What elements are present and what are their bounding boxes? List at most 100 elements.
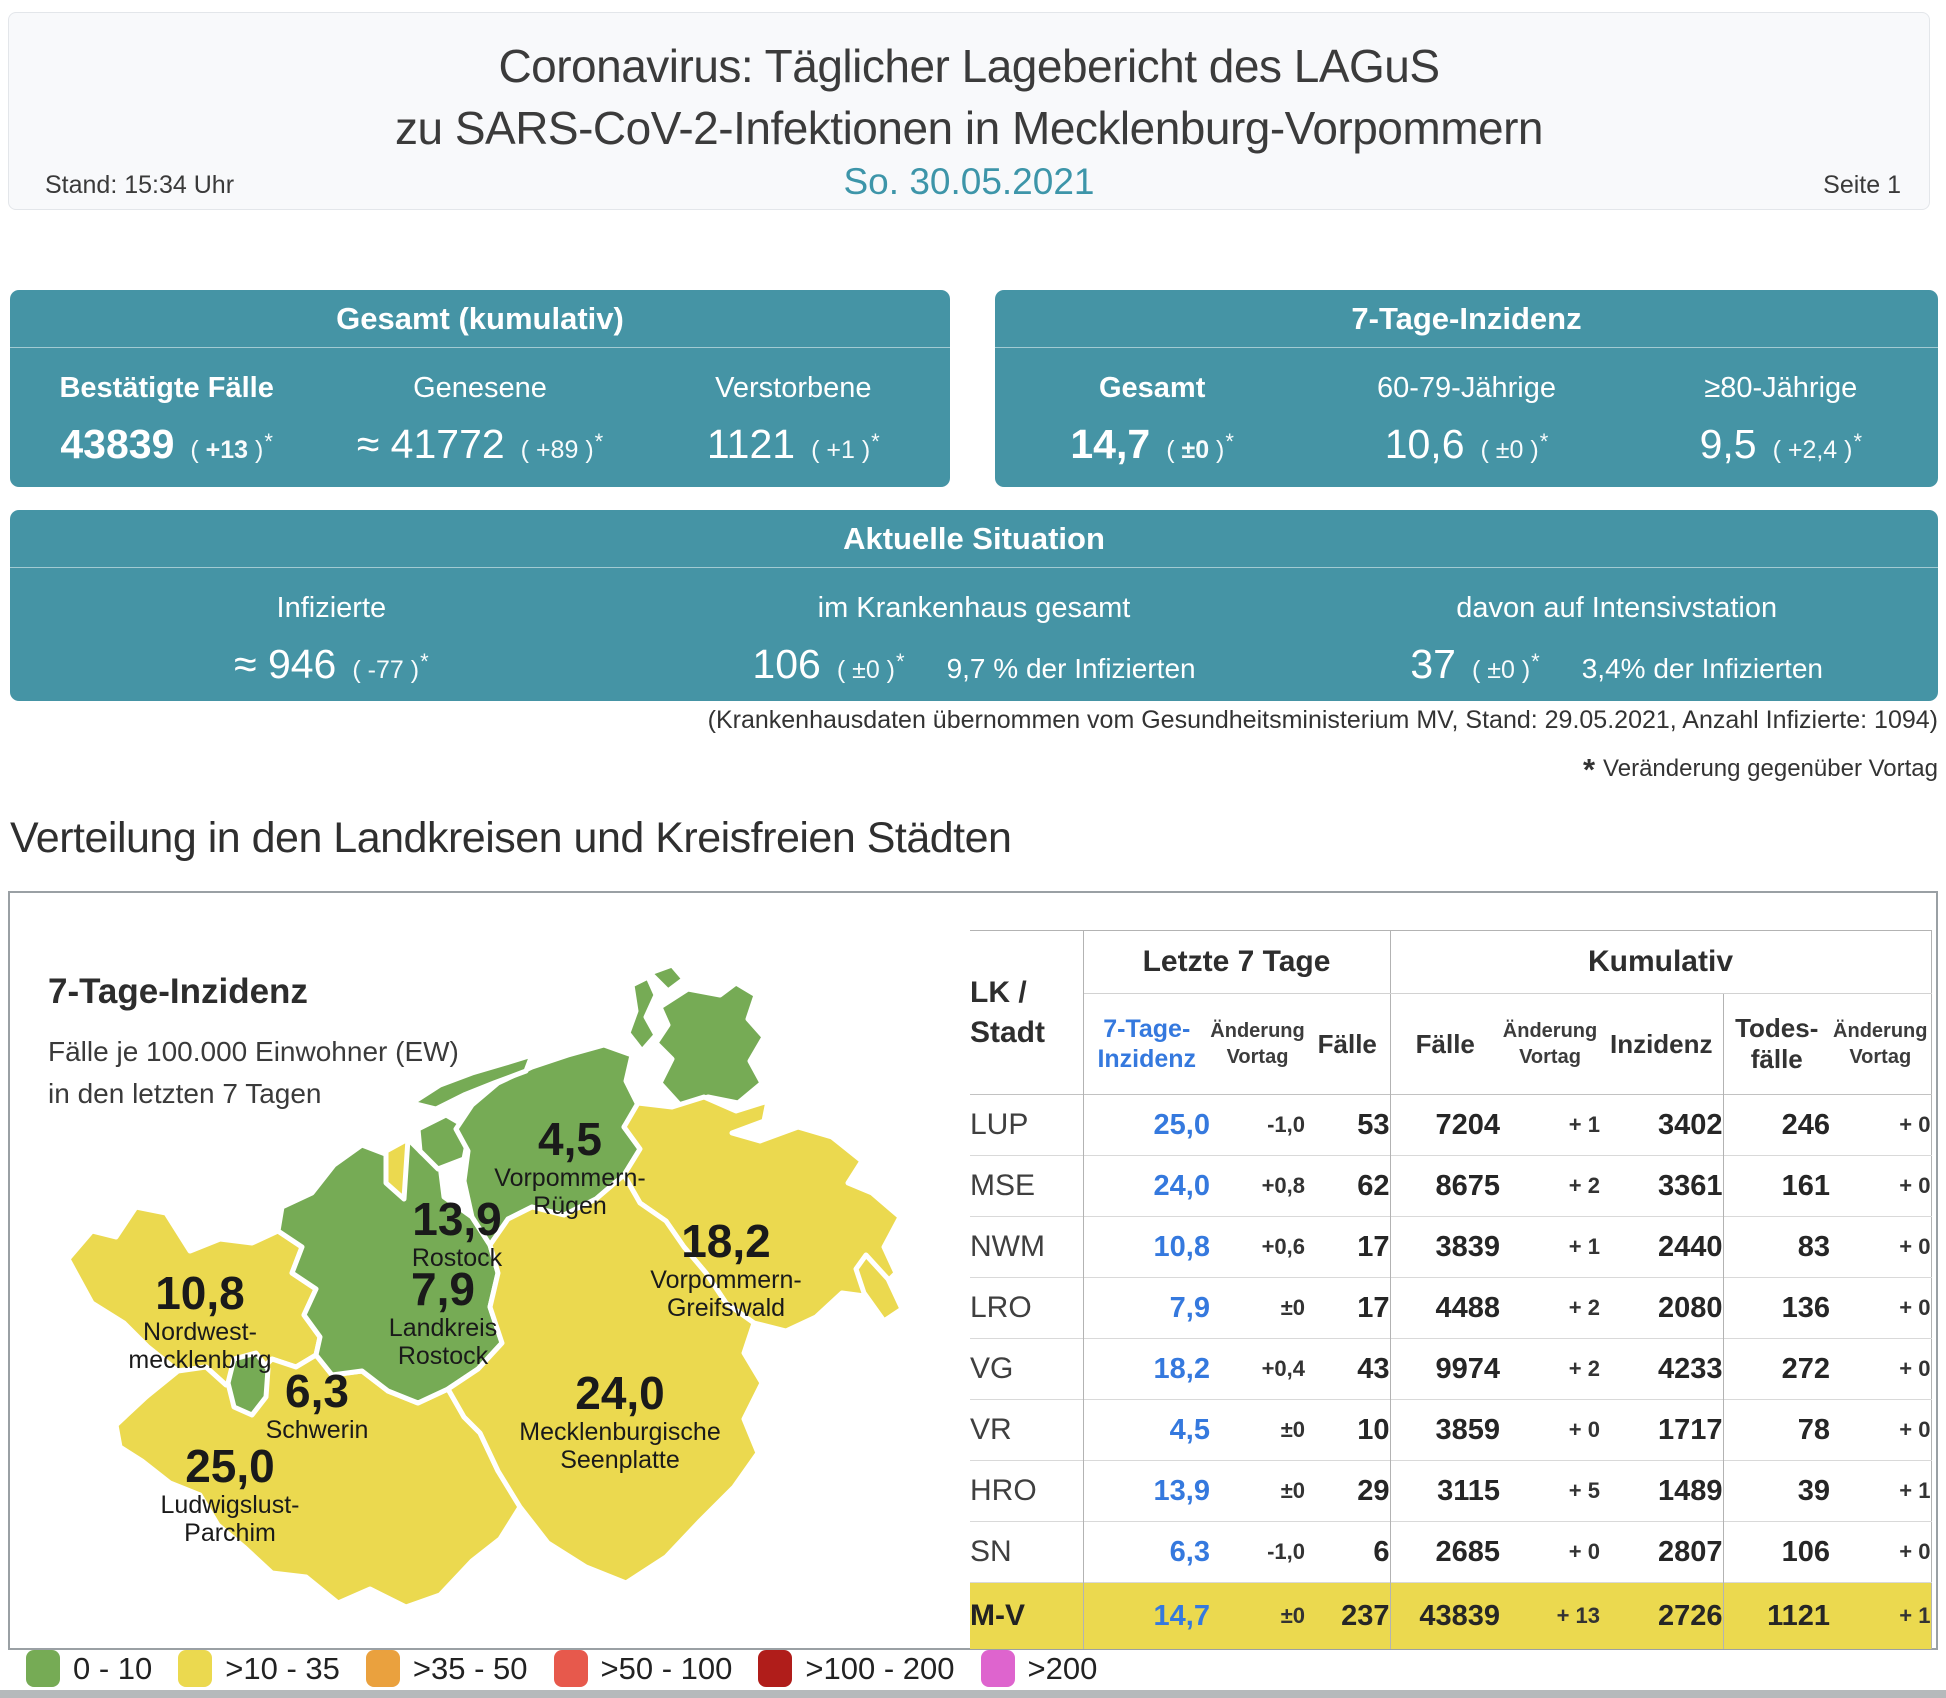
table-header-groups: LK / Stadt Letzte 7 Tage Kumulativ: [970, 930, 1931, 1095]
report-date: So. 30.05.2021: [843, 161, 1095, 202]
stat-delta: ( ±0 )*: [1471, 649, 1540, 684]
asterisk: *: [594, 429, 604, 454]
footnote-asterisk: * Veränderung gegenüber Vortag: [1582, 752, 1938, 787]
stat-value: ≈ 946: [234, 641, 337, 687]
stat-value: 106: [752, 641, 821, 687]
panel-situation-title: Aktuelle Situation: [10, 510, 1938, 568]
stat-value: 37: [1410, 641, 1456, 687]
stat-krankenhaus: im Krankenhaus gesamt 106( ±0 )* 9,7 % de…: [752, 592, 1196, 687]
asterisk: *: [1531, 649, 1540, 674]
stat-value: 1121: [706, 421, 796, 467]
page-number: Seite 1: [1823, 171, 1901, 199]
table-row-sn: SN 6,3 -1,0 6 2685 + 0 2807 106 + 0: [970, 1521, 1931, 1583]
map-label-vorpommern-greifswald: 18,2 Vorpommern- Greifswald: [650, 1215, 802, 1322]
legend-swatch-magenta: [980, 1650, 1015, 1687]
map-region-schwerin: [225, 1350, 271, 1418]
legend-swatch-green: [26, 1650, 60, 1687]
stat-inzidenz-80plus: ≥80-Jährige 9,5( +2,4 )*: [1699, 372, 1863, 467]
incidence-legend: 0 - 10 >10 - 35 >35 - 50 >50 - 100 >100 …: [26, 1650, 1123, 1687]
panel-gesamt-kumulativ: Gesamt (kumulativ) Bestätigte Fälle 4383…: [10, 290, 950, 487]
stat-extra: 3,4% der Infizierten: [1581, 653, 1823, 684]
map-label-mecklenburgische-seenplatte: 24,0 Mecklenburgische Seenplatte: [519, 1367, 721, 1474]
stat-inzidenz-gesamt: Gesamt 14,7( ±0 )*: [1070, 372, 1234, 467]
col-header-aenderung-vortag-tod: Änderung Vortag: [1833, 1020, 1928, 1068]
asterisk: *: [896, 649, 905, 674]
map-label-nordwestmecklenburg: 10,8 Nordwest-mecklenburg: [128, 1267, 272, 1374]
stat-delta: ( ±0 )*: [836, 649, 905, 684]
report-title-line1: Coronavirus: Täglicher Lagebericht des L…: [498, 40, 1440, 92]
mv-choropleth-map: [65, 962, 905, 1610]
map-label-vorpommern-ruegen: 4,5 Vorpommern- Rügen: [494, 1113, 646, 1220]
map-label-landkreis-rostock: 7,9 Landkreis Rostock: [388, 1263, 498, 1370]
map-label-schwerin: 6,3 Schwerin: [265, 1365, 369, 1444]
legend-item-200plus: >200: [980, 1650, 1097, 1687]
asterisk: *: [871, 429, 880, 454]
map-label-ludwigslust-parchim: 25,0 Ludwigslust- Parchim: [160, 1440, 300, 1547]
stat-delta: ( -77 )*: [352, 649, 429, 684]
col-header-aenderung-vortag-7t: Änderung Vortag: [1210, 1020, 1305, 1068]
map-region-mecklenburgische-seenplatte: [445, 1172, 765, 1586]
col-header-faelle-kum: Fälle: [1389, 993, 1500, 1095]
map-island-hiddensee: [625, 974, 659, 1054]
table-header-columns: 7-Tage- Inzidenz Änderung Vortag Fälle Fäl…: [970, 993, 1931, 1095]
panel-inzidenz-title: 7-Tage-Inzidenz: [995, 290, 1938, 348]
panel-gesamt-title: Gesamt (kumulativ): [10, 290, 950, 348]
map-region-landkreis-rostock: [275, 1134, 505, 1406]
stat-delta: ( +13 )*: [190, 429, 273, 464]
col-header-todesfaelle: Todes-fälle: [1722, 993, 1830, 1095]
report-timestamp: Stand: 15:34 Uhr: [45, 171, 235, 199]
legend-item-10-35: >10 - 35: [178, 1650, 340, 1687]
asterisk: *: [264, 429, 273, 454]
asterisk: *: [1582, 752, 1596, 787]
stat-value: 10,6: [1384, 421, 1465, 467]
footnote-hospital-data: (Krankenhausdaten übernommen vom Gesundh…: [707, 706, 1938, 734]
stat-verstorbene: Verstorbene 1121( +1 )*: [706, 372, 880, 467]
stat-delta: ( ±0 )*: [1166, 429, 1234, 464]
col-group-letzte-7-tage: Letzte 7 Tage: [1082, 930, 1390, 994]
report-title-line2: zu SARS-CoV-2-Infektionen in Mecklenburg…: [394, 102, 1544, 154]
legend-item-35-50: >35 - 50: [365, 1650, 528, 1687]
legend-swatch-darkred: [758, 1650, 793, 1687]
col-header-inzidenz-kum: Inzidenz: [1609, 1028, 1713, 1059]
legend-swatch-red: [553, 1650, 588, 1687]
panel-aktuelle-situation: Aktuelle Situation Infizierte ≈ 946( -77…: [10, 510, 1938, 701]
table-row-vg: VG 18,2 +0,4 43 9974 + 2 4233 272 + 0: [970, 1338, 1931, 1400]
table-row-vr: VR 4,5 ±0 10 3859 + 0 1717 78 + 0: [970, 1399, 1931, 1461]
district-table: LK / Stadt Letzte 7 Tage Kumulativ 7-Tage…: [970, 930, 1932, 1649]
table-row-mv-total: M-V 14,7 ±0 237 43839 + 13 2726 1121 + 1: [970, 1582, 1931, 1649]
stat-value: 9,5: [1699, 421, 1757, 467]
stat-value: 14,7: [1070, 421, 1151, 467]
asterisk: *: [1225, 429, 1234, 454]
map-coast-wedge: [383, 1136, 411, 1202]
stat-delta: ( +89 )*: [520, 429, 604, 464]
stat-infizierte: Infizierte ≈ 946( -77 )*: [234, 592, 429, 687]
legend-item-0-10: 0 - 10: [26, 1650, 152, 1687]
stat-value: ≈ 41772: [356, 421, 505, 467]
col-header-faelle-7t: Fälle: [1317, 1028, 1377, 1059]
table-row-nwm: NWM 10,8 +0,6 17 3839 + 1 2440 83 + 0: [970, 1216, 1931, 1278]
stat-extra: 9,7 % der Infizierten: [946, 653, 1196, 684]
panel-7-tage-inzidenz: 7-Tage-Inzidenz Gesamt 14,7( ±0 )* 60-79…: [995, 290, 1938, 487]
stat-value: 43839: [60, 421, 175, 467]
map-island-usedom: [853, 1252, 905, 1324]
stat-intensivstation: davon auf Intensivstation 37( ±0 )* 3,4% …: [1410, 592, 1823, 687]
section-title-verteilung: Verteilung in den Landkreisen und Kreisf…: [10, 814, 1012, 862]
map-subtitle-line2: in den letzten 7 Tagen: [48, 1078, 322, 1109]
legend-swatch-yellow: [178, 1650, 213, 1687]
stat-inzidenz-60-79: 60-79-Jährige 10,6( ±0 )*: [1377, 372, 1556, 467]
stat-delta: ( +2,4 )*: [1772, 429, 1863, 464]
map-peninsula-darss: [409, 1052, 535, 1112]
map-subtitle-line1: Fälle je 100.000 Einwohner (EW): [48, 1036, 459, 1067]
stat-genesene: Genesene ≈ 41772( +89 )*: [356, 372, 604, 467]
stat-delta: ( +1 )*: [811, 429, 880, 464]
legend-swatch-orange: [365, 1650, 400, 1687]
col-group-kumulativ: Kumulativ: [1389, 930, 1931, 994]
legend-item-50-100: >50 - 100: [553, 1650, 732, 1687]
asterisk: *: [420, 649, 429, 674]
report-header-card: Coronavirus: Täglicher Lagebericht des L…: [8, 12, 1930, 210]
asterisk: *: [1539, 429, 1549, 454]
stat-bestaetigte-faelle: Bestätigte Fälle 43839( +13 )*: [59, 372, 274, 467]
table-row-lro: LRO 7,9 ±0 17 4488 + 2 2080 136 + 0: [970, 1277, 1931, 1339]
map-island-ruegen: [653, 980, 767, 1108]
table-row-hro: HRO 13,9 ±0 29 3115 + 5 1489 39 + 1: [970, 1460, 1931, 1522]
